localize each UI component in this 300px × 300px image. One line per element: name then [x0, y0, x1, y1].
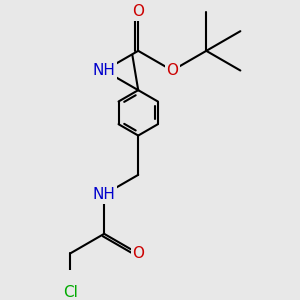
- Text: O: O: [166, 63, 178, 78]
- Text: O: O: [132, 4, 144, 19]
- Text: O: O: [132, 246, 144, 261]
- Text: Cl: Cl: [63, 285, 78, 300]
- Text: NH: NH: [93, 63, 116, 78]
- Text: NH: NH: [93, 187, 116, 202]
